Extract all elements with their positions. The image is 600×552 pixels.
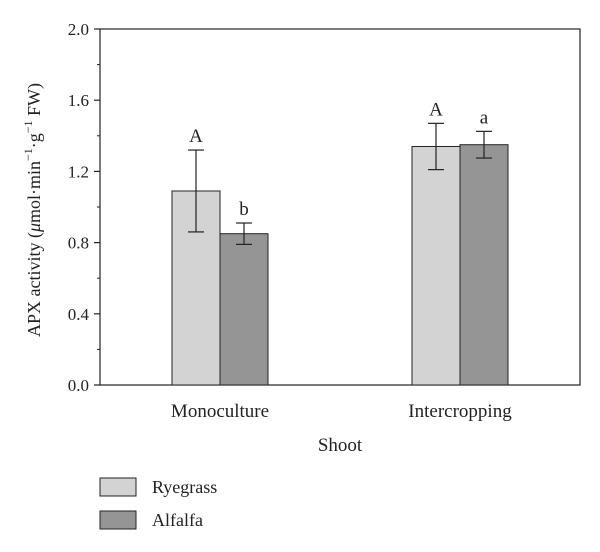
bar [219, 233, 269, 386]
bars-group: A Ab a [171, 99, 509, 386]
y-tick-label: 2.0 [68, 20, 89, 39]
bar [459, 144, 509, 386]
y-tick-label: 0.8 [68, 234, 89, 253]
legend: Ryegrass Alfalfa [99, 477, 217, 530]
bar [411, 145, 461, 386]
significance-letter: A [189, 126, 203, 147]
y-tick-label: 1.6 [68, 91, 89, 110]
legend-swatch [99, 510, 137, 530]
significance-letter: a [480, 107, 489, 128]
x-category-label: Monoculture [171, 401, 269, 422]
significance-letter: b [239, 199, 249, 220]
legend-label: Alfalfa [152, 510, 203, 530]
y-axis-title: APX activity (μmol·min−1·g−1 FW) [21, 83, 45, 337]
x-axis: Monoculture Intercropping [171, 401, 512, 422]
y-tick-label: 0.4 [68, 305, 90, 324]
x-axis-title: Shoot [318, 435, 363, 456]
significance-letter: A [429, 99, 443, 120]
x-category-label: Intercropping [408, 401, 512, 422]
y-tick-label: 0.0 [68, 376, 89, 395]
legend-swatch [99, 477, 137, 497]
y-axis: 0.0 0.4 0.8 1.2 1.6 2.0 [68, 20, 100, 395]
legend-label: Ryegrass [152, 477, 217, 497]
y-tick-label: 1.2 [68, 162, 89, 181]
